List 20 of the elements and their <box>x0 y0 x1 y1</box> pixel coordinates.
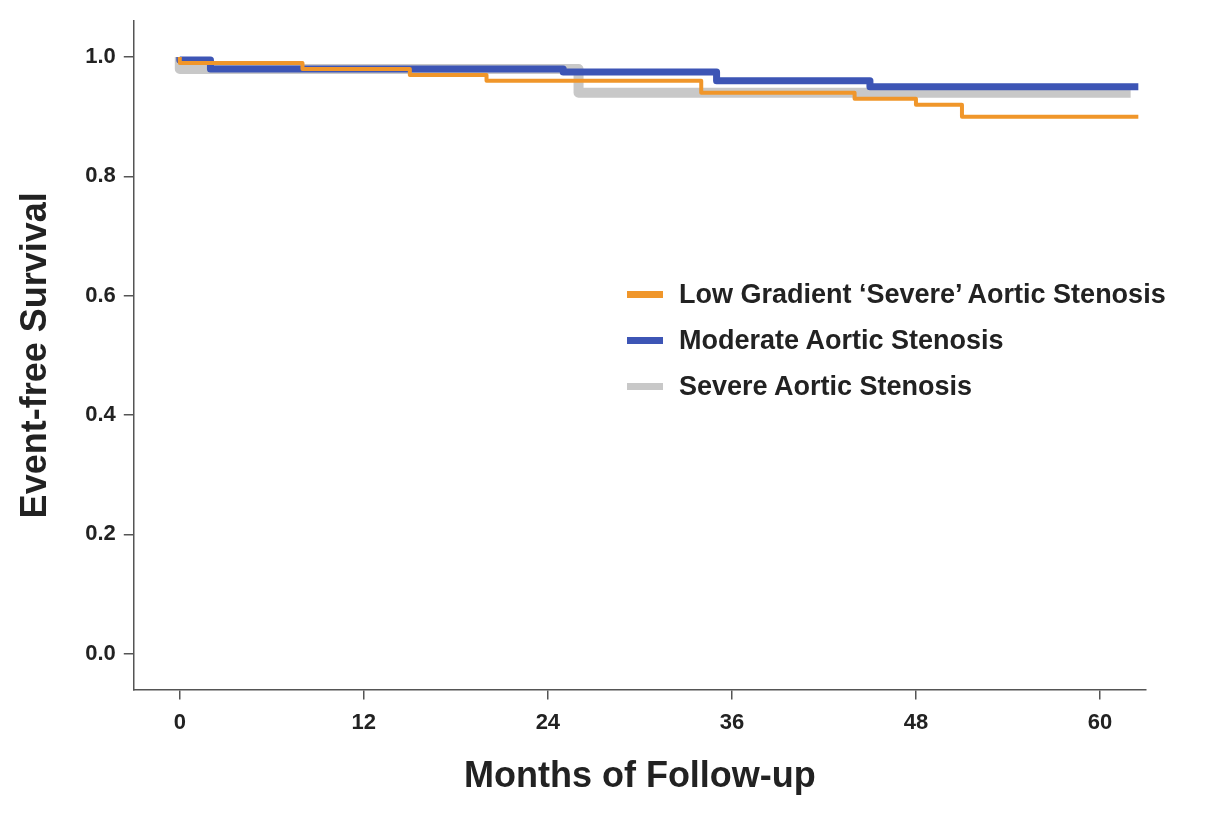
y-tick-label: 0.2 <box>85 520 116 546</box>
x-tick-label: 24 <box>535 708 561 734</box>
legend-label: Low Gradient ‘Severe’ Aortic Stenosis <box>679 278 1166 310</box>
legend-label: Severe Aortic Stenosis <box>679 370 973 402</box>
x-tick-label: 12 <box>351 708 377 734</box>
legend-item: Severe Aortic Stenosis <box>627 363 1166 410</box>
y-tick-label: 0.8 <box>85 162 116 188</box>
y-tick-label: 1.0 <box>85 43 116 69</box>
y-tick-label: 0.6 <box>85 281 116 307</box>
legend-item: Low Gradient ‘Severe’ Aortic Stenosis <box>627 271 1166 318</box>
y-axis-title: Event-free Survival <box>12 192 54 519</box>
y-tick-label: 0.4 <box>85 401 117 427</box>
x-tick-label: 0 <box>173 708 186 734</box>
y-tick-label: 0.0 <box>85 639 116 665</box>
legend-item: Moderate Aortic Stenosis <box>627 317 1166 364</box>
x-tick-label: 48 <box>903 708 929 734</box>
x-axis-title: Months of Follow-up <box>463 754 816 796</box>
legend-label: Moderate Aortic Stenosis <box>679 324 1004 356</box>
x-tick-label: 36 <box>719 708 745 734</box>
x-tick-label: 60 <box>1087 708 1113 734</box>
